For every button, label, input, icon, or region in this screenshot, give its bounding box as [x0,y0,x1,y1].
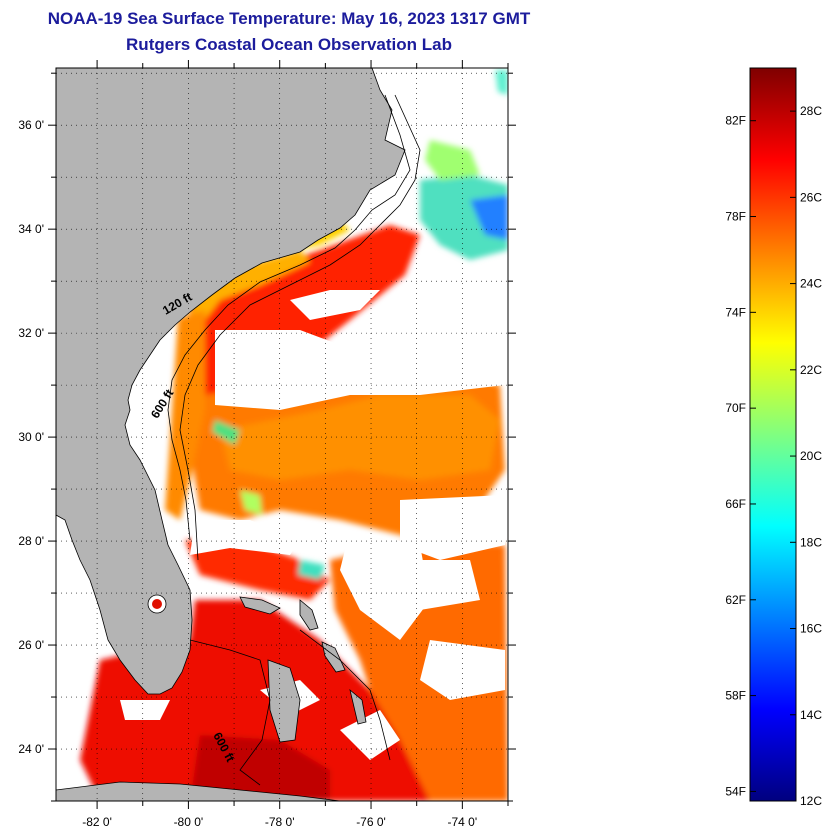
lat-tick-label: 28 0' [18,534,44,548]
axis-ticks [48,60,516,809]
colorbar-label-c: 26C [800,190,822,204]
colorbar-fahrenheit-labels: 82F 78F 74F 70F 66F 62F 58F 54F [725,114,746,799]
lat-tick-label: 34 0' [18,222,44,236]
colorbar-label-c: 24C [800,277,822,291]
colorbar-label-f: 82F [725,114,746,128]
map-area [56,68,508,801]
colorbar-label-f: 78F [725,210,746,224]
lat-tick-label: 36 0' [18,118,44,132]
lat-tick-label: 30 0' [18,430,44,444]
isobaths [167,94,421,786]
colorbar-label-c: 20C [800,449,822,463]
colorbar-celsius-labels: 28C 26C 24C 22C 20C 18C 16C 14C 12C [800,104,822,808]
colorbar-label-c: 22C [800,363,822,377]
longitude-labels: -82 0' -80 0' -78 0' -76 0' -74 0' [82,815,477,829]
colorbar-label-c: 28C [800,104,822,118]
lon-tick-label: -82 0' [82,815,112,829]
lon-tick-label: -78 0' [265,815,295,829]
bahamas-grand [239,596,281,615]
lon-tick-label: -74 0' [448,815,478,829]
bahamas-abaco [299,599,319,631]
colorbar-label-f: 54F [725,784,746,798]
colorbar-label-f: 66F [725,497,746,511]
lon-tick-label: -76 0' [356,815,386,829]
cuba [56,781,341,801]
lat-tick-label: 32 0' [18,326,44,340]
colorbar-label-c: 14C [800,708,822,722]
graticule [56,68,509,802]
colorbar-label-f: 62F [725,593,746,607]
bahamas-eleuthera [321,641,346,673]
lon-tick-label: -80 0' [174,815,204,829]
map-subtitle: Rutgers Coastal Ocean Observation Lab [126,35,452,54]
latitude-labels: 36 0' 34 0' 32 0' 30 0' 28 0' 26 0' 24 0' [18,118,44,756]
lat-tick-label: 24 0' [18,742,44,756]
lat-tick-label: 26 0' [18,638,44,652]
colorbar [749,67,797,802]
colorbar-label-c: 12C [800,794,822,808]
colorbar-label-f: 58F [725,689,746,703]
colorbar-label-c: 16C [800,622,822,636]
map-title: NOAA-19 Sea Surface Temperature: May 16,… [47,9,531,28]
colorbar-label-f: 70F [725,401,746,415]
us-mainland [56,68,406,695]
bahamas-andros [267,659,301,743]
land [56,68,406,801]
colorbar-ticks [750,110,796,802]
colorbar-label-f: 74F [725,305,746,319]
colorbar-label-c: 18C [800,535,822,549]
